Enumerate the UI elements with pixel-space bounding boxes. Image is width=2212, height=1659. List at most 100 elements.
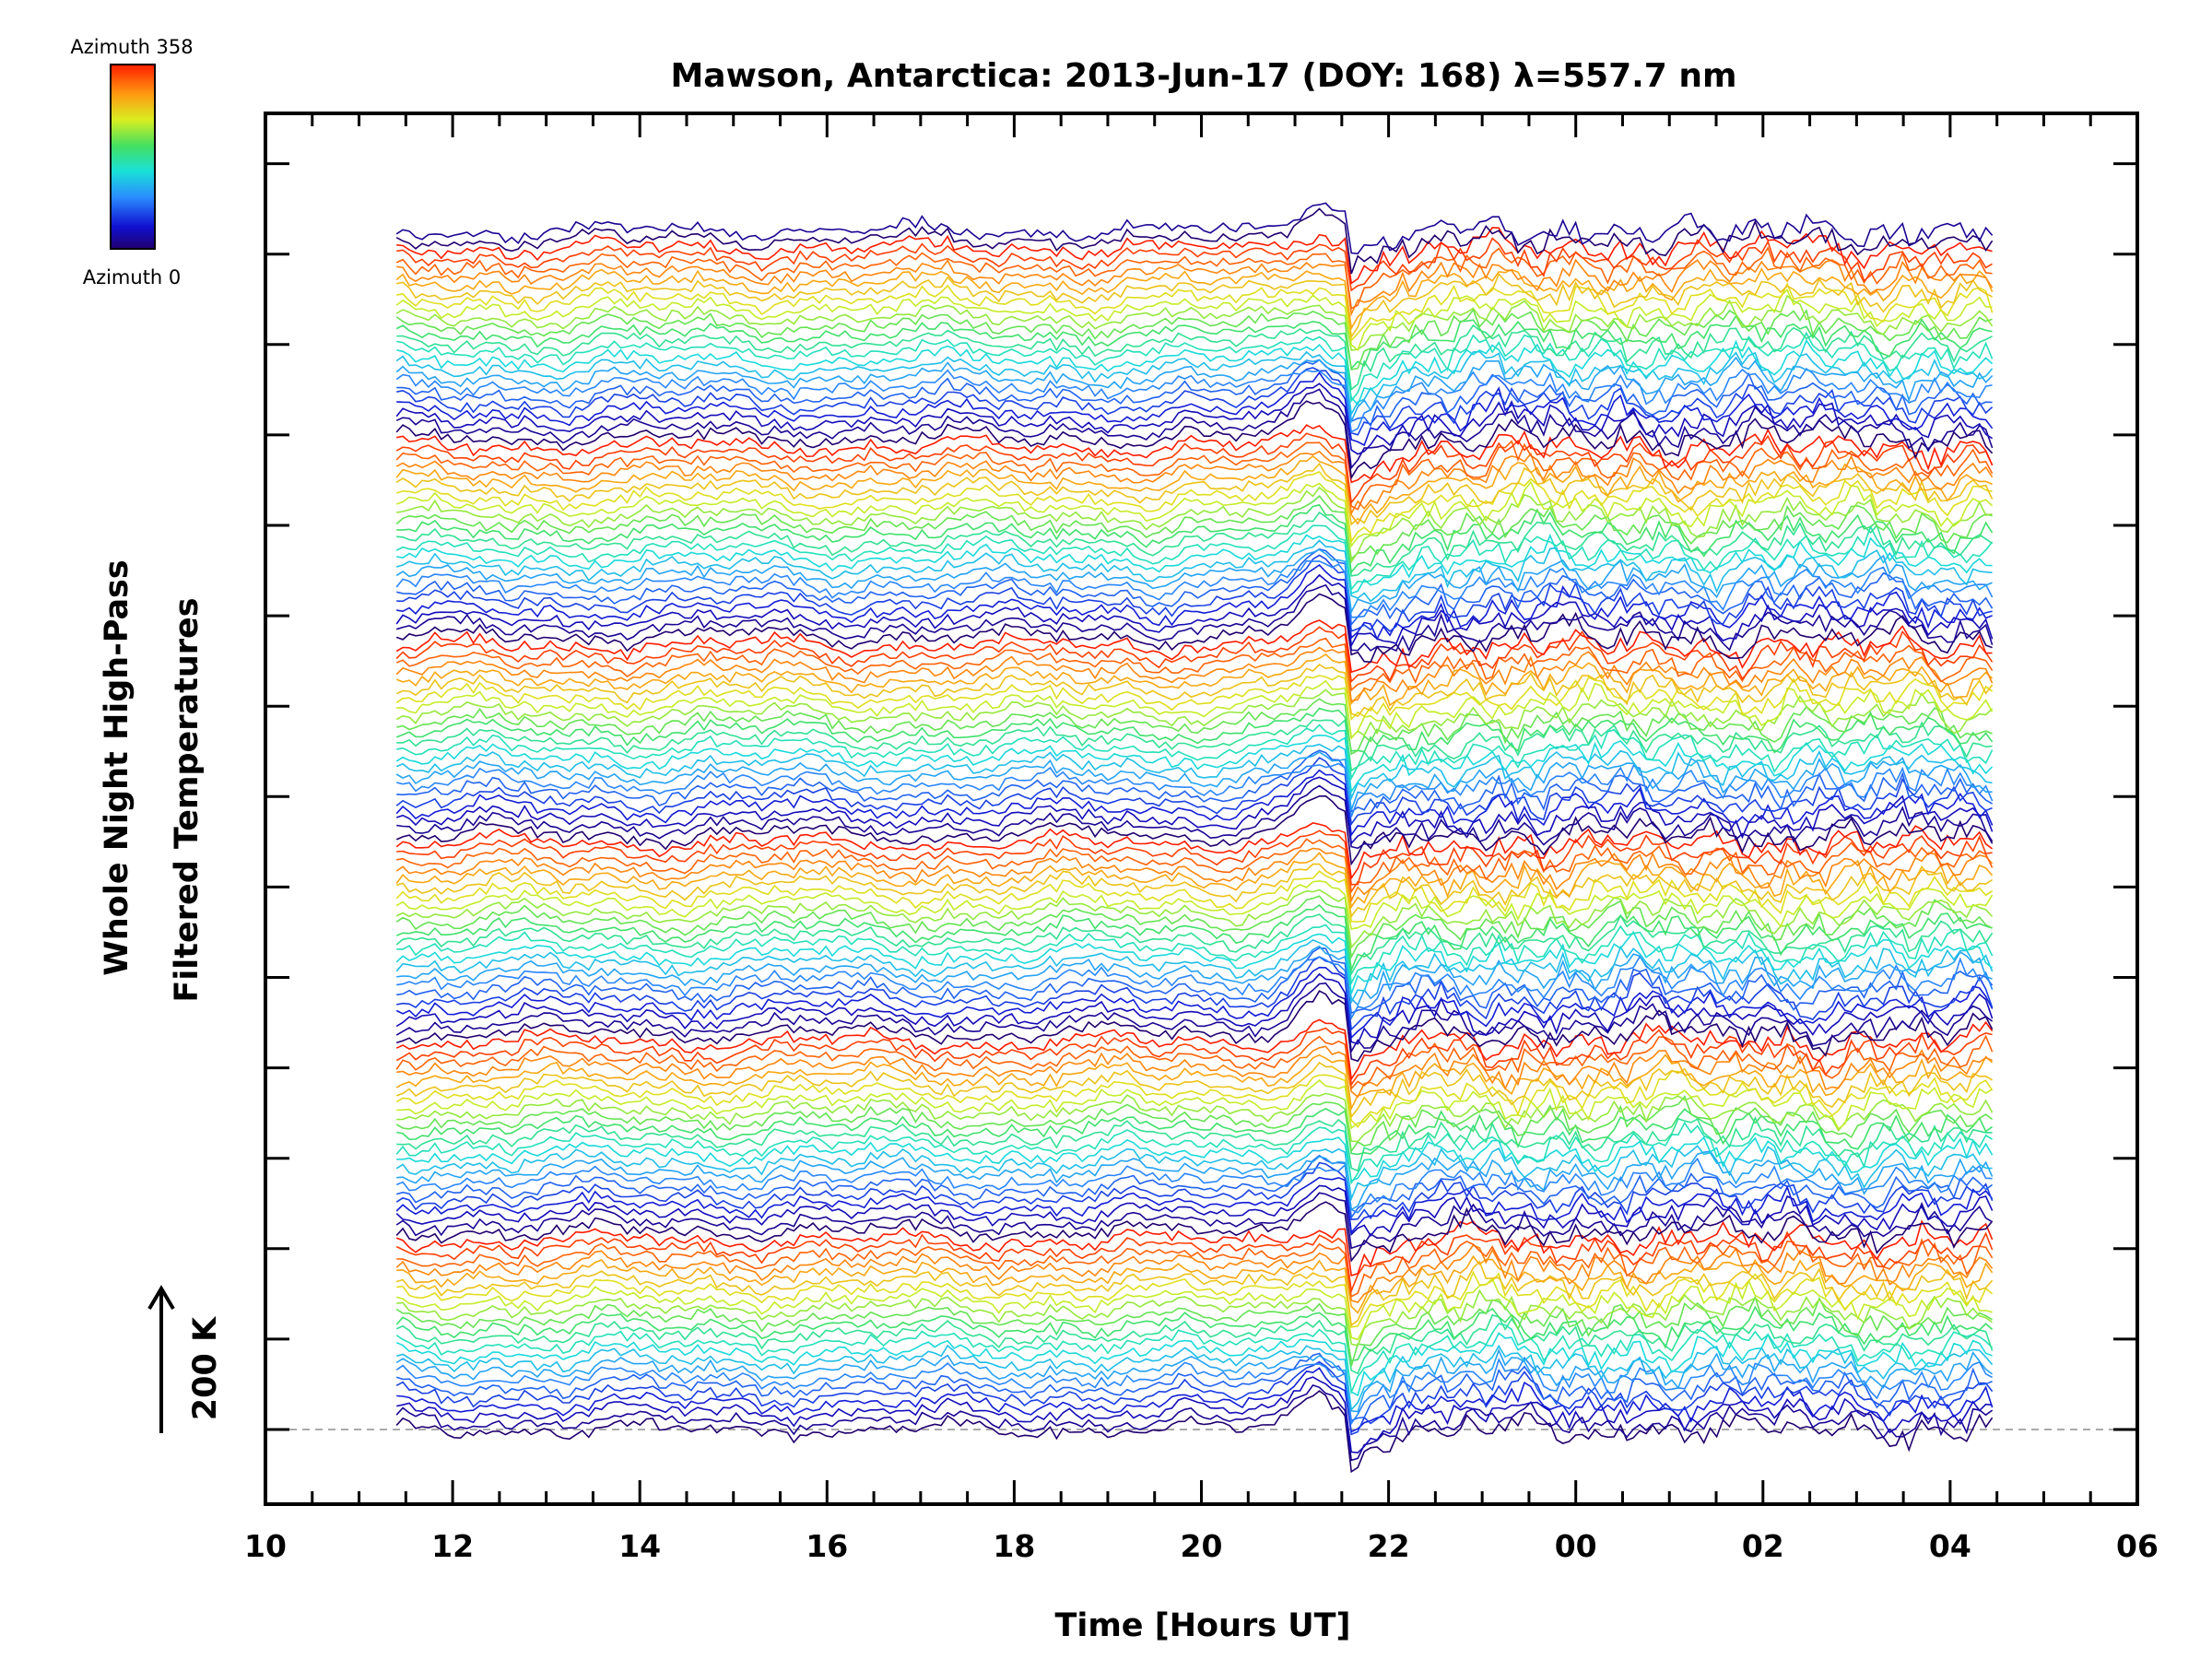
- temperature-trace: [395, 1332, 1993, 1397]
- temperature-trace: [395, 267, 1994, 331]
- temperature-trace: [395, 432, 1994, 505]
- temperature-trace: [396, 338, 1994, 406]
- temperature-trace: [396, 367, 1994, 436]
- colorbar-bottom-label: Azimuth 0: [83, 266, 182, 288]
- temperature-trace: [396, 486, 1993, 564]
- temperature-trace: [396, 1107, 1994, 1156]
- temperature-trace: [396, 924, 1994, 986]
- temperature-trace: [396, 945, 1993, 1006]
- temperature-trace: [396, 762, 1994, 818]
- temperature-trace: [396, 1135, 1994, 1182]
- temperature-trace: [396, 784, 1994, 850]
- temperature-trace: [396, 258, 1994, 317]
- temperature-trace: [395, 548, 1993, 615]
- temperature-trace: [396, 830, 1993, 886]
- temperature-trace: [395, 1313, 1994, 1375]
- temperature-trace: [395, 593, 1993, 664]
- x-tick-label: 18: [993, 1528, 1035, 1564]
- temperature-trace: [395, 559, 1994, 618]
- temperature-trace: [395, 454, 1993, 525]
- temperature-trace: [395, 1061, 1994, 1119]
- temperature-trace: [395, 1305, 1994, 1362]
- temperature-trace: [395, 471, 1993, 544]
- temperature-trace: [395, 1070, 1994, 1128]
- temperature-trace: [395, 440, 1994, 511]
- temperature-trace: [395, 930, 1994, 994]
- temperature-trace: [395, 626, 1994, 684]
- temperature-trace: [396, 503, 1994, 574]
- temperature-trace: [395, 288, 1993, 352]
- temperature-trace: [395, 769, 1994, 837]
- temperature-trace: [395, 982, 1994, 1054]
- x-axis: 10 12 14 16 18 20 22 00 02 04 06: [244, 113, 2159, 1564]
- temperature-trace: [395, 1323, 1994, 1395]
- temperature-trace: [395, 903, 1993, 973]
- temperature-trace: [395, 294, 1994, 351]
- temperature-trace: [395, 913, 1994, 977]
- x-tick-label: 14: [618, 1528, 661, 1564]
- temperature-trace: [395, 972, 1994, 1045]
- temperature-trace: [396, 1115, 1993, 1172]
- temperature-trace: [396, 563, 1993, 641]
- scale-bar-arrowhead: [147, 1285, 175, 1311]
- temperature-trace: [395, 1154, 1994, 1220]
- temperature-trace: [395, 350, 1994, 417]
- temperature-trace: [396, 1150, 1994, 1211]
- temperature-trace: [395, 637, 1994, 692]
- x-tick-label: 22: [1368, 1528, 1410, 1564]
- temperature-trace: [395, 734, 1994, 794]
- temperature-trace: [395, 1244, 1994, 1304]
- temperature-trace: [396, 424, 1994, 484]
- x-tick-label: 10: [244, 1528, 287, 1564]
- temperature-trace: [396, 272, 1993, 339]
- temperature-trace: [395, 308, 1993, 371]
- x-tick-label: 04: [1929, 1528, 1971, 1564]
- temperature-trace: [395, 1018, 1994, 1081]
- temperature-trace: [395, 1034, 1994, 1090]
- temperature-trace: [395, 382, 1994, 455]
- x-tick-label: 16: [806, 1528, 848, 1564]
- temperature-trace: [395, 1360, 1994, 1436]
- temperature-trace: [396, 749, 1993, 813]
- temperature-trace: [395, 1192, 1994, 1250]
- x-tick-label: 06: [2116, 1528, 2159, 1564]
- temperature-trace: [395, 1352, 1993, 1422]
- y-axis-label-line-2: Filtered Temperatures: [169, 597, 206, 1002]
- temperature-trace: [396, 1270, 1994, 1328]
- temperature-trace: [396, 1045, 1993, 1099]
- temperature-trace: [396, 947, 1994, 1015]
- temperature-trace: [396, 1237, 1994, 1298]
- temperature-trace: [396, 331, 1994, 403]
- temperature-trace: [396, 359, 1993, 428]
- temperature-trace: [396, 547, 1994, 627]
- temperature-trace: [395, 966, 1994, 1040]
- temperature-trace: [395, 751, 1993, 810]
- temperature-trace: [395, 1176, 1994, 1235]
- temperature-trace: [395, 1145, 1993, 1202]
- temperature-trace: [396, 554, 1993, 633]
- temperature-trace: [395, 583, 1994, 653]
- temperature-trace: [395, 1344, 1994, 1412]
- temperature-trace: [395, 847, 1994, 903]
- temperature-trace: [396, 511, 1994, 577]
- temperature-trace: [396, 1254, 1994, 1314]
- temperature-trace: [395, 367, 1993, 433]
- temperature-trace: [395, 494, 1993, 561]
- temperature-trace: [395, 1095, 1994, 1154]
- temperature-trace: [395, 1383, 1994, 1462]
- temperature-trace: [396, 324, 1993, 392]
- temperature-trace: [396, 679, 1994, 740]
- y-axis-ticks: [265, 162, 2137, 1431]
- temperature-trace: [395, 675, 1994, 721]
- temperature-trace: [395, 822, 1994, 880]
- temperature-trace: [396, 955, 1994, 1020]
- temperature-trace: [395, 870, 1994, 923]
- temperature-trace: [395, 202, 1994, 255]
- temperature-trace: [395, 1260, 1994, 1327]
- temperature-trace: [395, 895, 1993, 959]
- temperature-trace: [396, 1367, 1994, 1433]
- temperature-trace: [396, 1092, 1994, 1143]
- x-axis-label: Time [Hours UT]: [1054, 1607, 1350, 1644]
- temperature-trace: [395, 757, 1993, 827]
